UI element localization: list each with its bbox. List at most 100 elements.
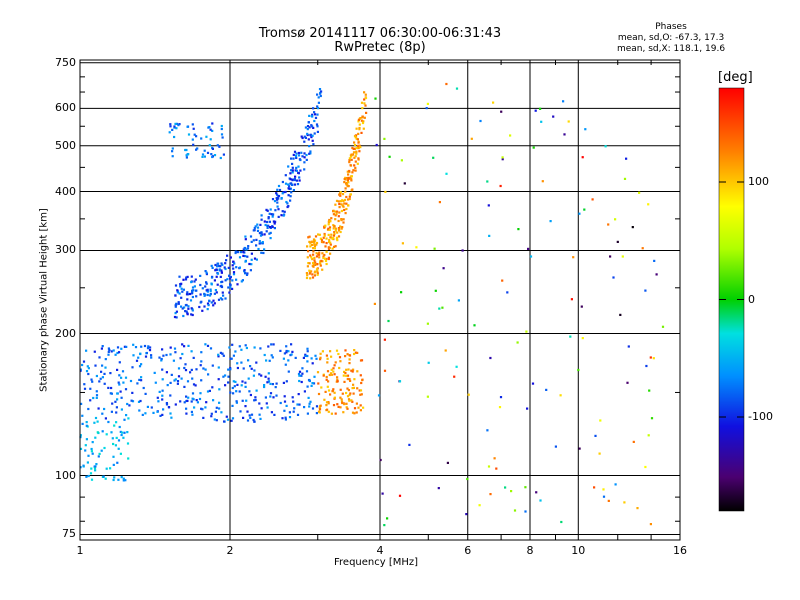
data-point (296, 413, 300, 416)
data-point (176, 380, 180, 383)
data-point (229, 357, 232, 360)
data-point (339, 225, 342, 228)
data-point (299, 158, 302, 162)
data-point (350, 189, 353, 192)
data-point (255, 244, 258, 247)
data-point (345, 202, 348, 205)
data-point (632, 440, 635, 443)
data-point (136, 382, 139, 385)
data-point (242, 367, 245, 370)
data-point (292, 157, 295, 160)
data-point (335, 199, 339, 202)
data-point (200, 351, 203, 354)
data-point (279, 401, 282, 405)
data-point (554, 445, 557, 448)
data-point (129, 379, 133, 383)
data-point (444, 349, 447, 352)
data-point (263, 384, 266, 387)
data-point (333, 391, 336, 394)
data-point (324, 257, 327, 260)
data-point (95, 374, 98, 378)
data-point (91, 441, 94, 444)
data-point (297, 165, 300, 168)
data-point (343, 178, 346, 181)
data-point (316, 93, 319, 96)
data-point (229, 256, 232, 259)
data-point (355, 137, 358, 140)
data-point (281, 210, 284, 213)
data-point (153, 371, 156, 374)
data-point (157, 400, 160, 403)
data-point (350, 155, 353, 158)
data-point (211, 364, 214, 367)
data-point (338, 206, 341, 209)
data-point (252, 239, 255, 242)
data-point (347, 204, 350, 207)
data-point (182, 278, 185, 281)
data-point (282, 357, 285, 360)
data-point (169, 346, 172, 349)
data-point (281, 192, 284, 195)
data-point (150, 356, 153, 359)
data-point (616, 240, 619, 243)
data-point (345, 207, 348, 211)
plot-frame (79, 59, 681, 541)
data-point (335, 227, 338, 230)
data-point (85, 349, 88, 352)
data-point (174, 305, 177, 308)
data-point (288, 187, 291, 190)
data-point (356, 370, 359, 373)
data-point (524, 486, 527, 489)
data-point (283, 395, 286, 398)
data-point (562, 100, 565, 103)
data-point (212, 304, 215, 307)
data-point (227, 368, 230, 371)
data-point (331, 237, 334, 240)
data-point (183, 306, 186, 309)
data-point (275, 382, 278, 385)
data-point (199, 293, 202, 296)
data-point (329, 393, 332, 396)
data-point (189, 371, 192, 374)
data-point (319, 352, 322, 355)
data-point (320, 259, 323, 262)
data-point (307, 236, 310, 239)
data-point (175, 303, 178, 306)
data-point (165, 403, 169, 406)
data-point (125, 345, 128, 348)
data-point (195, 148, 198, 151)
data-point (266, 220, 269, 224)
data-point (244, 255, 247, 258)
data-point (107, 347, 110, 350)
data-point (245, 273, 249, 276)
data-point (177, 367, 181, 370)
data-point (227, 286, 230, 289)
data-point (355, 402, 358, 405)
data-point (352, 151, 356, 154)
data-point (303, 156, 306, 159)
data-point (593, 486, 596, 489)
data-point (161, 398, 164, 401)
data-point (298, 379, 301, 383)
data-point (247, 377, 250, 380)
data-point (254, 398, 257, 402)
data-point (201, 155, 204, 158)
data-point (259, 347, 262, 350)
data-point (165, 353, 168, 357)
data-point (174, 122, 177, 125)
data-point (183, 401, 186, 404)
data-point (140, 363, 143, 366)
data-point (224, 297, 227, 300)
data-point (252, 374, 255, 377)
data-point (116, 392, 119, 395)
data-point (124, 388, 128, 391)
data-point (210, 264, 213, 267)
data-point (219, 297, 222, 300)
data-point (359, 393, 362, 396)
x-tick-label: 2 (226, 544, 234, 557)
data-point (214, 263, 217, 267)
data-point (180, 296, 183, 299)
data-point (345, 177, 348, 180)
data-point (79, 447, 83, 450)
data-point (206, 293, 209, 297)
